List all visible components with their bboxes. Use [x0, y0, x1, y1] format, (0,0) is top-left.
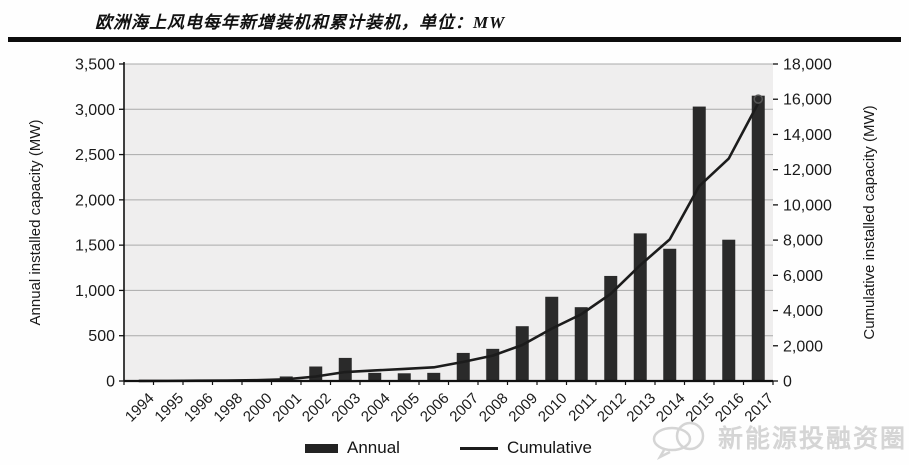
- svg-text:1996: 1996: [181, 390, 217, 426]
- svg-text:1,000: 1,000: [75, 283, 115, 300]
- title-divider: [8, 37, 901, 42]
- svg-text:1994: 1994: [122, 390, 158, 426]
- annual-bar-2016: [722, 239, 736, 381]
- annual-bar-2009: [515, 326, 529, 381]
- svg-text:2,500: 2,500: [75, 147, 115, 164]
- svg-text:2008: 2008: [476, 390, 512, 426]
- annual-bar-2005: [397, 373, 411, 381]
- annual-bar-2004: [368, 372, 382, 381]
- svg-text:18,000: 18,000: [783, 57, 832, 74]
- svg-text:2013: 2013: [623, 390, 659, 426]
- svg-text:2015: 2015: [682, 390, 718, 426]
- svg-text:16,000: 16,000: [783, 92, 832, 109]
- annual-bar-2017: [751, 95, 765, 381]
- page-title: 欧洲海上风电每年新增装机和累计装机，单位：MW: [95, 13, 506, 32]
- svg-text:2001: 2001: [269, 390, 305, 426]
- svg-text:2017: 2017: [741, 390, 777, 426]
- svg-text:2006: 2006: [417, 390, 453, 426]
- svg-text:2000: 2000: [240, 390, 276, 426]
- annual-bar-2012: [604, 275, 618, 381]
- svg-text:2,000: 2,000: [783, 338, 823, 355]
- right-axis-ticks: 0 2,000 4,000 6,000 8,000 10,000 12,000 14,000 1…: [773, 57, 832, 391]
- gridlines: [124, 63, 773, 337]
- annual-bar-2013: [633, 233, 647, 381]
- annual-bar-2006: [427, 372, 441, 381]
- svg-text:8,000: 8,000: [783, 233, 823, 250]
- legend-cumulative-label: Cumulative: [506, 438, 592, 457]
- legend-item-annual: Annual: [305, 438, 400, 458]
- annual-bar-2014: [663, 248, 677, 381]
- svg-text:2002: 2002: [299, 390, 335, 426]
- svg-text:0: 0: [783, 374, 792, 391]
- line-end-marker: [753, 94, 763, 104]
- left-axis-title: Annual installed capacity (MW): [27, 120, 44, 326]
- svg-text:10,000: 10,000: [783, 197, 832, 214]
- legend-annual-label: Annual: [347, 438, 400, 457]
- annual-bar-2011: [574, 307, 588, 381]
- svg-text:2,000: 2,000: [75, 192, 115, 209]
- svg-text:2005: 2005: [387, 390, 423, 426]
- svg-text:12,000: 12,000: [783, 162, 832, 179]
- svg-text:1,500: 1,500: [75, 238, 115, 255]
- annual-bar-2010: [545, 296, 559, 381]
- svg-text:3,500: 3,500: [75, 57, 115, 74]
- svg-text:500: 500: [88, 328, 115, 345]
- svg-text:2004: 2004: [358, 390, 394, 426]
- left-axis-ticks: 0 500 1,000 1,500 2,000 2,500 3,000 3,500: [75, 57, 124, 391]
- right-axis-title: Cumulative installed capacity (MW): [861, 105, 878, 339]
- svg-text:2007: 2007: [446, 390, 482, 426]
- legend-item-cumulative: Cumulative: [459, 438, 592, 458]
- annual-bar-2007: [456, 352, 470, 381]
- svg-text:2009: 2009: [505, 390, 541, 426]
- svg-text:0: 0: [106, 374, 115, 391]
- svg-text:6,000: 6,000: [783, 268, 823, 285]
- svg-text:2014: 2014: [653, 390, 689, 426]
- x-axis-ticks: [123, 381, 774, 385]
- svg-text:2016: 2016: [712, 390, 748, 426]
- svg-text:2011: 2011: [565, 390, 600, 425]
- svg-text:1998: 1998: [210, 390, 246, 426]
- svg-text:14,000: 14,000: [783, 127, 832, 144]
- svg-text:2003: 2003: [328, 390, 364, 426]
- svg-text:4,000: 4,000: [783, 303, 823, 320]
- annual-bar-swatch-icon: [305, 443, 338, 453]
- svg-text:3,000: 3,000: [75, 102, 115, 119]
- x-axis-labels: 1994199519961998200020012002200320042005…: [122, 390, 777, 426]
- svg-text:2012: 2012: [594, 390, 630, 426]
- chart-legend: Annual Cumulative: [305, 438, 592, 458]
- cumulative-line-swatch-icon: [459, 446, 498, 450]
- annual-bar-2015: [692, 106, 706, 381]
- svg-text:1995: 1995: [151, 390, 187, 426]
- annual-bar-2002: [309, 366, 323, 381]
- svg-text:2010: 2010: [535, 390, 571, 426]
- annual-bar-2003: [338, 357, 352, 381]
